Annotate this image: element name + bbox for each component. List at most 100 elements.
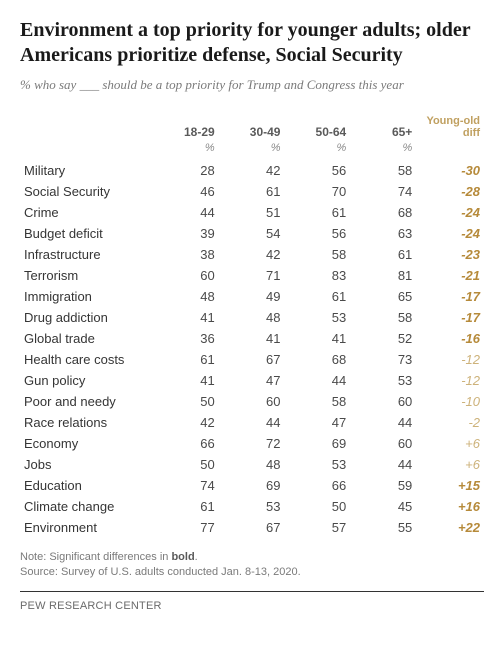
cell-value: 50 bbox=[153, 454, 219, 475]
table-row: Global trade36414152-16 bbox=[20, 328, 484, 349]
cell-value: 44 bbox=[350, 412, 416, 433]
table-row: Military28425658-30 bbox=[20, 160, 484, 181]
cell-value: 39 bbox=[153, 223, 219, 244]
row-label: Terrorism bbox=[20, 265, 153, 286]
cell-value: 68 bbox=[350, 202, 416, 223]
row-label: Gun policy bbox=[20, 370, 153, 391]
header-blank bbox=[20, 112, 153, 142]
cell-value: 53 bbox=[284, 307, 350, 328]
col-50-64: 50-64 bbox=[284, 112, 350, 142]
cell-value: 46 bbox=[153, 181, 219, 202]
footer: PEW RESEARCH CENTER bbox=[20, 591, 484, 612]
row-label: Climate change bbox=[20, 496, 153, 517]
table-row: Jobs50485344+6 bbox=[20, 454, 484, 475]
pct-label: % bbox=[153, 142, 219, 160]
cell-value: 60 bbox=[153, 265, 219, 286]
cell-value: 61 bbox=[153, 496, 219, 517]
cell-value: 45 bbox=[350, 496, 416, 517]
cell-value: 58 bbox=[284, 244, 350, 265]
pct-row: % % % % bbox=[20, 142, 484, 160]
cell-value: 50 bbox=[284, 496, 350, 517]
table-body: Military28425658-30Social Security466170… bbox=[20, 160, 484, 538]
row-label: Infrastructure bbox=[20, 244, 153, 265]
cell-value: 44 bbox=[153, 202, 219, 223]
cell-value: 66 bbox=[284, 475, 350, 496]
row-label: Crime bbox=[20, 202, 153, 223]
cell-value: 47 bbox=[219, 370, 285, 391]
cell-value: 48 bbox=[219, 307, 285, 328]
table-row: Poor and needy50605860-10 bbox=[20, 391, 484, 412]
table-row: Immigration48496165-17 bbox=[20, 286, 484, 307]
table-row: Race relations42444744-2 bbox=[20, 412, 484, 433]
cell-value: 44 bbox=[284, 370, 350, 391]
cell-value: 61 bbox=[153, 349, 219, 370]
cell-value: 55 bbox=[350, 517, 416, 538]
table-row: Budget deficit39545663-24 bbox=[20, 223, 484, 244]
cell-value: 52 bbox=[350, 328, 416, 349]
cell-value: 47 bbox=[284, 412, 350, 433]
row-label: Environment bbox=[20, 517, 153, 538]
cell-value: 63 bbox=[350, 223, 416, 244]
cell-diff: +16 bbox=[416, 496, 484, 517]
row-label: Jobs bbox=[20, 454, 153, 475]
cell-diff: -10 bbox=[416, 391, 484, 412]
table-row: Education74696659+15 bbox=[20, 475, 484, 496]
table-row: Social Security46617074-28 bbox=[20, 181, 484, 202]
cell-diff: +22 bbox=[416, 517, 484, 538]
cell-diff: -30 bbox=[416, 160, 484, 181]
table-row: Environment77675755+22 bbox=[20, 517, 484, 538]
row-label: Budget deficit bbox=[20, 223, 153, 244]
row-label: Economy bbox=[20, 433, 153, 454]
cell-value: 53 bbox=[350, 370, 416, 391]
cell-value: 77 bbox=[153, 517, 219, 538]
table-row: Terrorism60718381-21 bbox=[20, 265, 484, 286]
cell-value: 41 bbox=[219, 328, 285, 349]
cell-diff: -21 bbox=[416, 265, 484, 286]
cell-value: 58 bbox=[284, 391, 350, 412]
table-row: Economy66726960+6 bbox=[20, 433, 484, 454]
cell-value: 56 bbox=[284, 223, 350, 244]
cell-diff: -12 bbox=[416, 370, 484, 391]
note: Note: Significant differences in bold. S… bbox=[20, 550, 484, 581]
cell-value: 66 bbox=[153, 433, 219, 454]
cell-diff: +6 bbox=[416, 433, 484, 454]
header-row: 18-29 30-49 50-64 65+ Young-old diff bbox=[20, 112, 484, 142]
cell-value: 61 bbox=[350, 244, 416, 265]
cell-value: 59 bbox=[350, 475, 416, 496]
diff-header-bot: diff bbox=[463, 127, 480, 139]
cell-value: 57 bbox=[284, 517, 350, 538]
cell-diff: -12 bbox=[416, 349, 484, 370]
cell-diff: -24 bbox=[416, 223, 484, 244]
cell-value: 69 bbox=[219, 475, 285, 496]
source-line: Source: Survey of U.S. adults conducted … bbox=[20, 566, 301, 578]
cell-diff: -16 bbox=[416, 328, 484, 349]
diff-header-top: Young-old bbox=[426, 115, 480, 127]
row-label: Race relations bbox=[20, 412, 153, 433]
cell-value: 58 bbox=[350, 160, 416, 181]
cell-value: 50 bbox=[153, 391, 219, 412]
cell-value: 41 bbox=[153, 307, 219, 328]
table-row: Drug addiction41485358-17 bbox=[20, 307, 484, 328]
pct-label: % bbox=[350, 142, 416, 160]
cell-value: 60 bbox=[350, 433, 416, 454]
cell-diff: -2 bbox=[416, 412, 484, 433]
col-diff: Young-old diff bbox=[416, 112, 484, 142]
chart-container: Environment a top priority for younger a… bbox=[0, 0, 504, 626]
cell-value: 36 bbox=[153, 328, 219, 349]
cell-value: 44 bbox=[219, 412, 285, 433]
cell-value: 28 bbox=[153, 160, 219, 181]
cell-value: 74 bbox=[153, 475, 219, 496]
cell-value: 54 bbox=[219, 223, 285, 244]
cell-value: 72 bbox=[219, 433, 285, 454]
table-row: Gun policy41474453-12 bbox=[20, 370, 484, 391]
row-label: Drug addiction bbox=[20, 307, 153, 328]
cell-value: 41 bbox=[284, 328, 350, 349]
cell-value: 49 bbox=[219, 286, 285, 307]
col-65plus: 65+ bbox=[350, 112, 416, 142]
note-bold: bold bbox=[171, 551, 194, 563]
cell-value: 56 bbox=[284, 160, 350, 181]
cell-value: 68 bbox=[284, 349, 350, 370]
cell-value: 58 bbox=[350, 307, 416, 328]
cell-value: 73 bbox=[350, 349, 416, 370]
cell-diff: -17 bbox=[416, 307, 484, 328]
